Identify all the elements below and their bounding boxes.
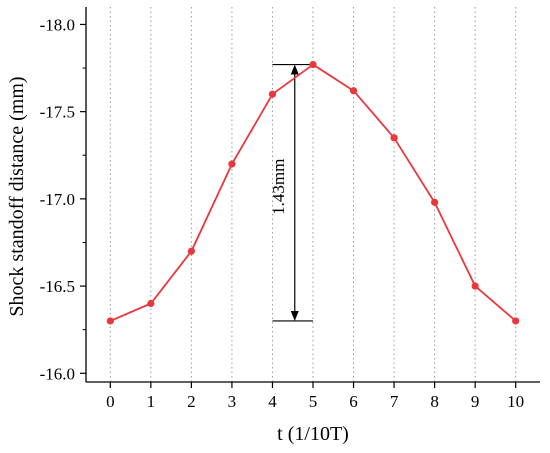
y-tick-label: -17.5 — [40, 103, 75, 122]
x-tick-label: 6 — [349, 392, 358, 411]
axes-layer: 0 1 2 3 4 5 6 7 8 9 10 -18.0 -17.5 -17.0 -16.5 -16.0 — [40, 7, 540, 411]
y-tick-label: -16.0 — [40, 364, 75, 383]
data-point — [309, 60, 317, 69]
x-tick-label: 8 — [430, 392, 439, 411]
x-tick-label: 7 — [390, 392, 399, 411]
x-tick-label: 10 — [507, 392, 524, 411]
data-point — [228, 160, 236, 168]
data-point — [349, 87, 358, 95]
x-tick-label: 4 — [268, 392, 277, 411]
annotation-arrow-head-top — [290, 64, 299, 75]
x-tick-label: 2 — [187, 392, 196, 411]
y-tick-label: -17.0 — [40, 190, 75, 209]
series-layer — [106, 60, 520, 325]
annotation-label: 1.43mm — [269, 159, 288, 215]
data-point — [512, 317, 520, 325]
x-tick-label: 1 — [147, 392, 156, 411]
y-axis-title: Shock standoff distance (mm) — [6, 76, 28, 316]
data-point — [187, 247, 195, 255]
x-tick-label: 0 — [106, 392, 115, 411]
y-tick-label: -16.5 — [40, 277, 75, 296]
x-tick-label: 5 — [309, 392, 318, 411]
x-axis-title: t (1/10T) — [277, 423, 349, 445]
data-point — [106, 317, 114, 325]
data-point — [390, 134, 398, 142]
data-point — [268, 90, 277, 98]
y-tick-label: -18.0 — [40, 15, 75, 34]
x-tick-label: 3 — [228, 392, 237, 411]
annotation-arrow-head-bottom — [290, 310, 299, 321]
data-point — [147, 299, 155, 308]
label-layer: t (1/10T) Shock standoff distance (mm) 1… — [6, 76, 349, 445]
annotation-layer — [272, 63, 313, 322]
data-point — [431, 198, 439, 206]
x-tick-label: 9 — [471, 392, 480, 411]
data-point — [471, 282, 479, 290]
